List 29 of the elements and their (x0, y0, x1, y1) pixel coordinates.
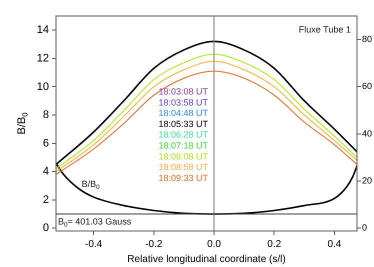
text: 18:08:08 UT (158, 151, 209, 162)
x-tick-label: -0.2 (145, 238, 163, 250)
legend-label: 18:07:18 UT (158, 140, 209, 150)
legend-label: 18:03:58 UT (158, 97, 209, 108)
y-tick-label: 14 (36, 24, 49, 36)
text: 18:09:33 UT (158, 172, 209, 183)
legend-label: 18:03:08 UT (158, 86, 209, 96)
text: 18:05:33 UT (158, 118, 209, 129)
y2-tick-label: 60 (362, 81, 372, 92)
y-tick-label: 12 (36, 52, 49, 64)
y-tick-label: 2 (42, 194, 49, 206)
text: 18:08:58 UT (158, 162, 209, 172)
y-tick-label: 0 (42, 222, 49, 234)
y2-tick-label: 0 (362, 222, 368, 233)
y2-tick-label: 20 (362, 176, 372, 186)
y2-tick-label: 80 (362, 34, 372, 44)
annotation: Fluxe Tube 1 (298, 24, 351, 34)
x-tick-label: 0.2 (267, 238, 282, 250)
y-tick-label: 6 (42, 137, 49, 150)
x-tick-label: -0.4 (85, 238, 103, 250)
y-tick-label: 8 (42, 109, 49, 122)
legend-label: 18:06:28 UT (158, 130, 209, 140)
y2-tick-label: 40 (362, 128, 372, 138)
x-tick-label: 0.4 (327, 238, 342, 250)
x-tick-label: 0.0 (207, 238, 222, 250)
legend-label: 18:04:48 UT (158, 108, 209, 118)
y-tick-label: 10 (36, 80, 49, 93)
y-tick-label: 4 (42, 166, 49, 178)
x-axis-title: Relative longitudinal coordinate (s/l) (127, 254, 286, 265)
